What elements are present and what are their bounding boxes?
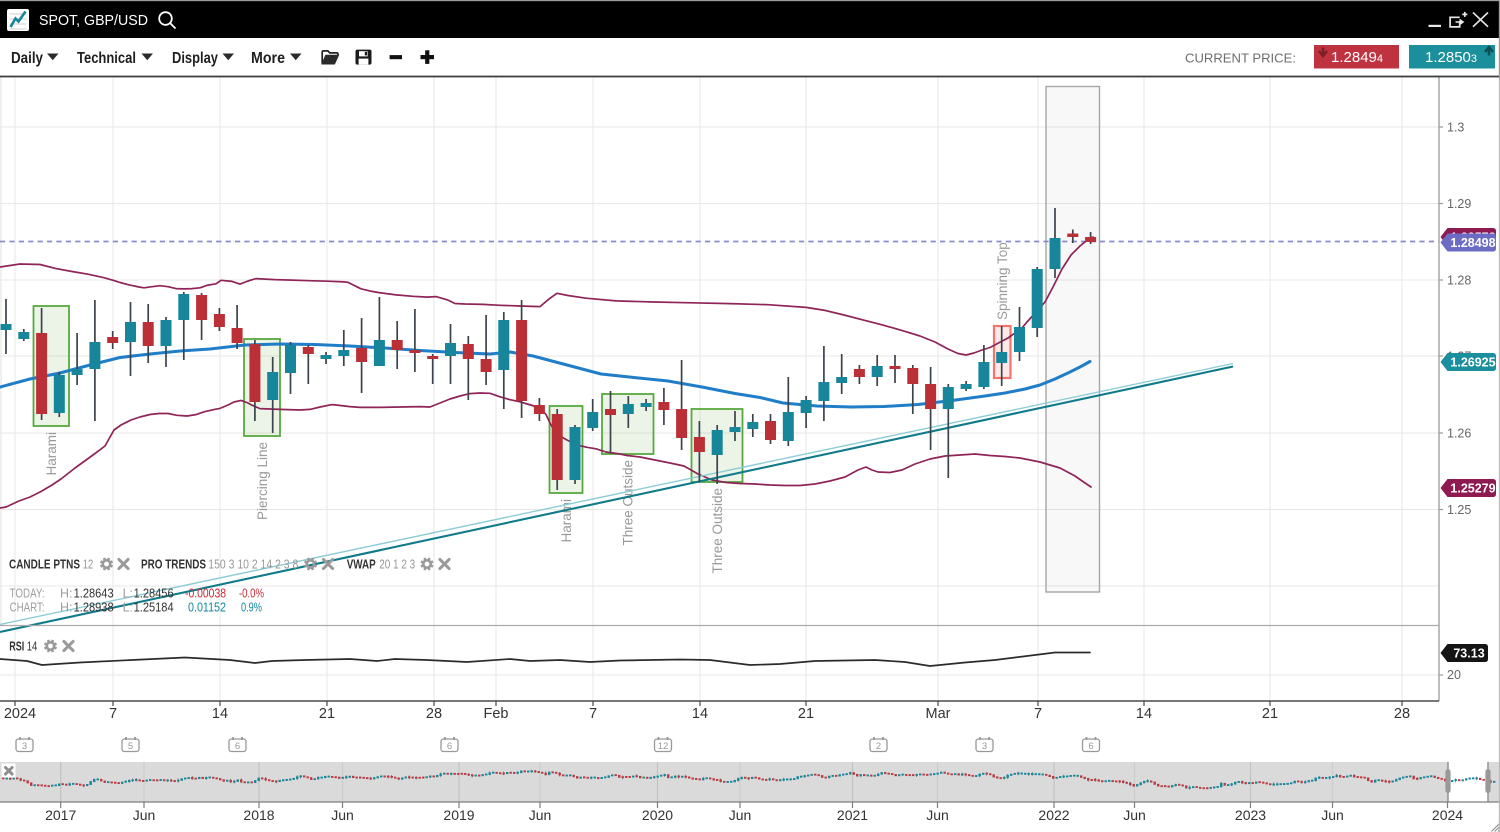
svg-text:21: 21 bbox=[1262, 706, 1278, 722]
svg-text:12: 12 bbox=[83, 557, 94, 572]
svg-text:More: More bbox=[251, 50, 285, 67]
svg-text:21: 21 bbox=[798, 706, 814, 722]
svg-text:RSI: RSI bbox=[9, 640, 24, 654]
svg-text:1.26: 1.26 bbox=[1447, 427, 1471, 441]
svg-text:73.13: 73.13 bbox=[1453, 646, 1484, 660]
svg-text:CANDLE PTNS: CANDLE PTNS bbox=[9, 557, 80, 572]
svg-text:1.28643: 1.28643 bbox=[74, 587, 114, 601]
svg-text:Jun: Jun bbox=[729, 807, 752, 823]
svg-text:Display: Display bbox=[172, 50, 218, 67]
svg-text:1.28494: 1.28494 bbox=[1331, 49, 1383, 66]
svg-text:1.28: 1.28 bbox=[1447, 274, 1471, 288]
svg-text:3: 3 bbox=[982, 741, 987, 752]
svg-text:7: 7 bbox=[1034, 706, 1042, 722]
svg-text:Jun: Jun bbox=[133, 807, 156, 823]
svg-text:1.3: 1.3 bbox=[1447, 121, 1464, 135]
svg-text:Jun: Jun bbox=[529, 807, 552, 823]
svg-text:CHART:: CHART: bbox=[10, 601, 45, 615]
svg-text:20 1 2 3: 20 1 2 3 bbox=[379, 557, 415, 572]
svg-text:L:: L: bbox=[123, 587, 133, 601]
svg-text:28: 28 bbox=[1394, 706, 1410, 722]
svg-text:14: 14 bbox=[1136, 706, 1152, 722]
svg-text:14: 14 bbox=[212, 706, 228, 722]
svg-text:21: 21 bbox=[319, 706, 335, 722]
svg-text:2017: 2017 bbox=[45, 807, 76, 823]
svg-text:1.28498: 1.28498 bbox=[1450, 236, 1495, 250]
svg-text:Jun: Jun bbox=[1123, 807, 1146, 823]
svg-text:7: 7 bbox=[109, 706, 117, 722]
svg-text:12: 12 bbox=[658, 741, 669, 752]
svg-text:Jun: Jun bbox=[331, 807, 354, 823]
svg-text:2019: 2019 bbox=[443, 807, 474, 823]
svg-text:2020: 2020 bbox=[642, 807, 673, 823]
svg-text:CURRENT PRICE:: CURRENT PRICE: bbox=[1185, 52, 1296, 66]
svg-text:SPOT, GBP/USD: SPOT, GBP/USD bbox=[39, 13, 148, 29]
svg-text:1.25184: 1.25184 bbox=[134, 601, 174, 615]
svg-text:5: 5 bbox=[128, 741, 133, 752]
svg-text:2024: 2024 bbox=[1432, 807, 1463, 823]
svg-text:1.28503: 1.28503 bbox=[1425, 49, 1477, 66]
svg-text:Feb: Feb bbox=[484, 706, 509, 722]
svg-text:-0.00038: -0.00038 bbox=[185, 587, 226, 601]
svg-text:3: 3 bbox=[22, 741, 27, 752]
svg-text:6: 6 bbox=[235, 741, 240, 752]
svg-text:28: 28 bbox=[426, 706, 442, 722]
svg-text:Technical: Technical bbox=[77, 50, 136, 67]
svg-text:L:: L: bbox=[123, 601, 133, 615]
svg-text:-0.0%: -0.0% bbox=[239, 587, 264, 601]
svg-text:20: 20 bbox=[1447, 668, 1461, 682]
svg-text:Three Outside: Three Outside bbox=[710, 488, 725, 574]
svg-text:Daily: Daily bbox=[11, 50, 43, 67]
svg-text:Spinning Top: Spinning Top bbox=[995, 242, 1010, 320]
svg-text:14: 14 bbox=[27, 640, 38, 654]
svg-text:H:: H: bbox=[60, 587, 73, 601]
svg-text:VWAP: VWAP bbox=[347, 557, 376, 572]
svg-text:2018: 2018 bbox=[243, 807, 274, 823]
svg-text:2021: 2021 bbox=[837, 807, 868, 823]
svg-text:H:: H: bbox=[60, 601, 73, 615]
svg-text:1.28456: 1.28456 bbox=[134, 587, 174, 601]
svg-text:14: 14 bbox=[692, 706, 708, 722]
svg-text:Piercing Line: Piercing Line bbox=[255, 442, 270, 520]
svg-text:2022: 2022 bbox=[1038, 807, 1069, 823]
svg-text:1.25: 1.25 bbox=[1447, 503, 1471, 517]
svg-text:Jun: Jun bbox=[1321, 807, 1344, 823]
svg-text:6: 6 bbox=[447, 741, 452, 752]
svg-text:Three Outside: Three Outside bbox=[621, 460, 636, 546]
svg-text:1.26925: 1.26925 bbox=[1450, 355, 1495, 369]
svg-text:6: 6 bbox=[1088, 741, 1093, 752]
svg-text:0.9%: 0.9% bbox=[241, 601, 262, 615]
svg-text:7: 7 bbox=[589, 706, 597, 722]
svg-text:0.01152: 0.01152 bbox=[188, 601, 226, 615]
svg-text:TODAY:: TODAY: bbox=[10, 587, 45, 601]
svg-text:Harami: Harami bbox=[44, 432, 59, 476]
svg-text:1.28938: 1.28938 bbox=[74, 601, 114, 615]
svg-text:2024: 2024 bbox=[4, 706, 36, 722]
svg-text:PRO TRENDS: PRO TRENDS bbox=[141, 557, 206, 572]
svg-text:2: 2 bbox=[876, 741, 881, 752]
svg-text:Mar: Mar bbox=[926, 706, 951, 722]
svg-text:1.25279: 1.25279 bbox=[1450, 481, 1495, 495]
svg-text:1.29: 1.29 bbox=[1447, 197, 1471, 211]
svg-text:2023: 2023 bbox=[1235, 807, 1266, 823]
svg-text:Jun: Jun bbox=[926, 807, 949, 823]
svg-text:150 3 10 2 14 2 3 8: 150 3 10 2 14 2 3 8 bbox=[208, 557, 298, 572]
